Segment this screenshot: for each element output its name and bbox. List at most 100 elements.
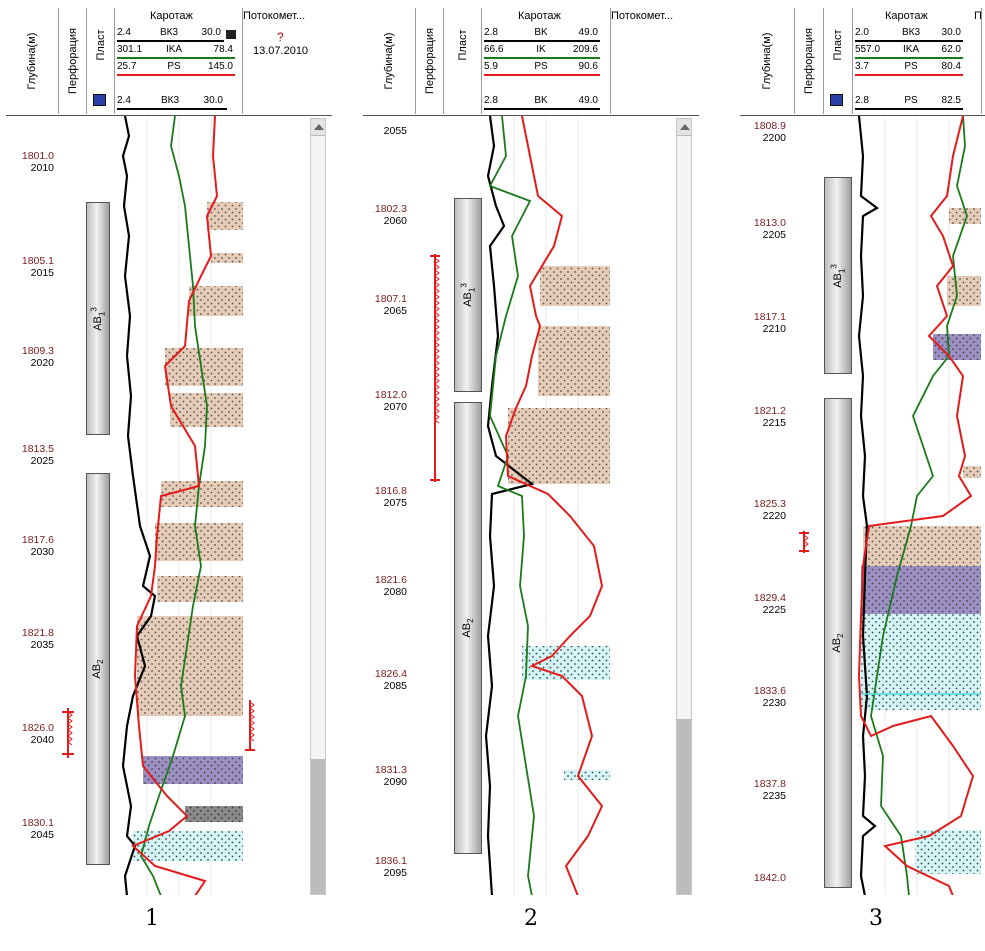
layer-header-label: Пласт bbox=[456, 29, 469, 61]
depth-mark: 1826.4 2085 bbox=[374, 668, 407, 692]
layer-ab2-bar[interactable]: АВ2 bbox=[86, 473, 110, 865]
curve-row[interactable]: 2.4 ВК3 30.0 bbox=[117, 94, 227, 110]
curve-row[interactable]: 3.7 PS 80.4 bbox=[855, 60, 963, 76]
perforation-header: Перфорация bbox=[416, 8, 444, 114]
scroll-up-button[interactable] bbox=[311, 119, 325, 136]
depth-mark: 1802.3 2060 bbox=[374, 203, 407, 227]
logging-title: Каротаж bbox=[150, 10, 193, 22]
perforation-header-label: Перфорация bbox=[66, 28, 79, 94]
curve-row[interactable]: 66.6 IK 209.6 bbox=[484, 43, 600, 59]
bk-curve bbox=[121, 116, 157, 895]
layer-ab2-bar[interactable]: АВ2 bbox=[454, 402, 482, 854]
depth-mark: 1833.6 2230 bbox=[753, 685, 786, 709]
depth-header-label: Глубина(м) bbox=[383, 32, 395, 90]
depth-mark: 1821.8 2035 bbox=[21, 627, 54, 651]
logging-title: Каротаж bbox=[518, 10, 561, 22]
vertical-scrollbar[interactable] bbox=[310, 118, 326, 895]
layer-filter-icon[interactable] bbox=[93, 94, 106, 106]
curve-row[interactable]: 557.0 IKA 62.0 bbox=[855, 43, 963, 59]
flowmeter-header: Потокомет... bbox=[611, 8, 691, 114]
layer-header-label: Пласт bbox=[94, 29, 107, 61]
depth-mark: 1817.6 2030 bbox=[21, 534, 54, 558]
layer-header: Пласт bbox=[444, 8, 482, 114]
ik-curve bbox=[140, 116, 208, 895]
depth-mark: 1812.0 2070 bbox=[374, 389, 407, 413]
layer-ab1-bar[interactable]: АВ13 bbox=[86, 202, 110, 435]
header-divider bbox=[6, 115, 332, 116]
depth-mark: 1813.0 2205 bbox=[753, 217, 786, 241]
log-tracks bbox=[484, 116, 610, 895]
depth-mark: 1809.3 2020 bbox=[21, 345, 54, 369]
figure-caption-1: 1 bbox=[145, 906, 159, 931]
layer-ab1-bar[interactable]: АВ13 bbox=[824, 177, 852, 374]
curve-row[interactable]: 301.1 IKA 78.4 bbox=[117, 43, 235, 59]
depth-mark: 1829.4 2225 bbox=[753, 592, 786, 616]
curve-row[interactable]: 2.8 BK 49.0 bbox=[484, 94, 600, 110]
sand-fill bbox=[947, 276, 981, 306]
depth-mark: 1816.8 2075 bbox=[374, 485, 407, 509]
layer-ab2-label: АВ2 bbox=[460, 618, 476, 638]
water-fill bbox=[143, 756, 243, 784]
figure-caption-3: 3 bbox=[869, 906, 883, 931]
sand-fill bbox=[137, 616, 243, 716]
logging-header: Каротаж 2.8 BK 49.0 66.6 IK 209.6 5.9 PS 90.6 … bbox=[482, 8, 611, 114]
water-fill bbox=[861, 566, 981, 614]
depth-mark: 1821.6 2080 bbox=[374, 574, 407, 598]
depth-header: Глубина(м) bbox=[363, 8, 416, 114]
curve-row[interactable]: 2.4 ВК3 30.0 bbox=[117, 26, 224, 42]
flowmeter-header: Потокомет... ? 13.07.2010 bbox=[243, 8, 323, 114]
log-tracks bbox=[121, 116, 243, 895]
logging-title: Каротаж bbox=[885, 10, 928, 22]
curve-row[interactable]: 2.0 ВК3 30.0 bbox=[855, 26, 963, 42]
sand-fill bbox=[211, 253, 243, 263]
vertical-scrollbar[interactable] bbox=[676, 118, 692, 895]
depth-mark: 1801.0 2010 bbox=[21, 150, 54, 174]
ik-curve bbox=[870, 116, 968, 895]
flowmeter-date: 13.07.2010 bbox=[253, 45, 309, 57]
curve-menu-icon[interactable] bbox=[226, 30, 236, 39]
cyan-fill bbox=[522, 646, 610, 680]
flowmeter-question: ? bbox=[277, 30, 284, 44]
perforation-header-label: Перфорация bbox=[803, 28, 815, 94]
sand-fill bbox=[207, 202, 243, 230]
depth-header-label: Глубина(м) bbox=[26, 32, 38, 90]
layer-ab1-bar[interactable]: АВ13 bbox=[454, 198, 482, 392]
curve-row[interactable]: 2.8 BK 49.0 bbox=[484, 26, 600, 42]
log-panel-2: Глубина(м) Перфорация Пласт Каротаж 2.8 B… bbox=[363, 0, 699, 895]
log-tracks bbox=[857, 116, 981, 895]
depth-header: Глубина(м) bbox=[6, 8, 59, 114]
depth-mark: 1821.2 2215 bbox=[753, 405, 786, 429]
curve-row[interactable]: 25.7 PS 145.0 bbox=[117, 60, 235, 76]
log-panel-3: Глубина(м) Перфорация Пласт Каротаж 2.0 В… bbox=[740, 0, 985, 895]
layer-ab2-bar[interactable]: АВ2 bbox=[824, 398, 852, 888]
depth-mark: 1808.9 2200 bbox=[753, 120, 786, 144]
header-divider bbox=[740, 115, 985, 116]
log-panel-1: Глубина(м) Перфорация Пласт Каротаж 2.4 В… bbox=[6, 0, 332, 895]
sand-fill bbox=[538, 326, 610, 396]
sand-fill bbox=[161, 481, 243, 507]
ik-curve bbox=[488, 116, 535, 895]
ps-curve bbox=[131, 116, 219, 895]
flowmeter-title: Потокомет... bbox=[243, 10, 306, 22]
layer-header: Пласт bbox=[824, 8, 853, 114]
scroll-thumb[interactable] bbox=[311, 759, 325, 894]
perforation-header-label: Перфорация bbox=[423, 28, 436, 94]
depth-mark: 2055 bbox=[383, 125, 407, 137]
perforation-header: Перфорация bbox=[59, 8, 87, 114]
sand-fill bbox=[189, 286, 243, 316]
layer-filter-icon[interactable] bbox=[830, 94, 843, 106]
depth-mark: 1837.8 2235 bbox=[753, 778, 786, 802]
curve-row[interactable]: 2.8 PS 82.5 bbox=[855, 94, 963, 110]
curve-row[interactable]: 5.9 PS 90.6 bbox=[484, 60, 600, 76]
scroll-thumb[interactable] bbox=[677, 719, 691, 894]
sand-fill bbox=[508, 408, 610, 484]
header-divider bbox=[363, 115, 699, 116]
scroll-up-button[interactable] bbox=[677, 119, 691, 136]
perforation-marker bbox=[799, 531, 809, 553]
depth-mark: 1842.0 bbox=[753, 872, 786, 884]
layer-ab1-label: АВ13 bbox=[89, 306, 107, 331]
depth-mark: 1817.1 2210 bbox=[753, 311, 786, 335]
flowmeter-title-truncated: П bbox=[974, 10, 982, 22]
ps-curve bbox=[857, 116, 975, 895]
cyan-fill bbox=[133, 831, 243, 861]
